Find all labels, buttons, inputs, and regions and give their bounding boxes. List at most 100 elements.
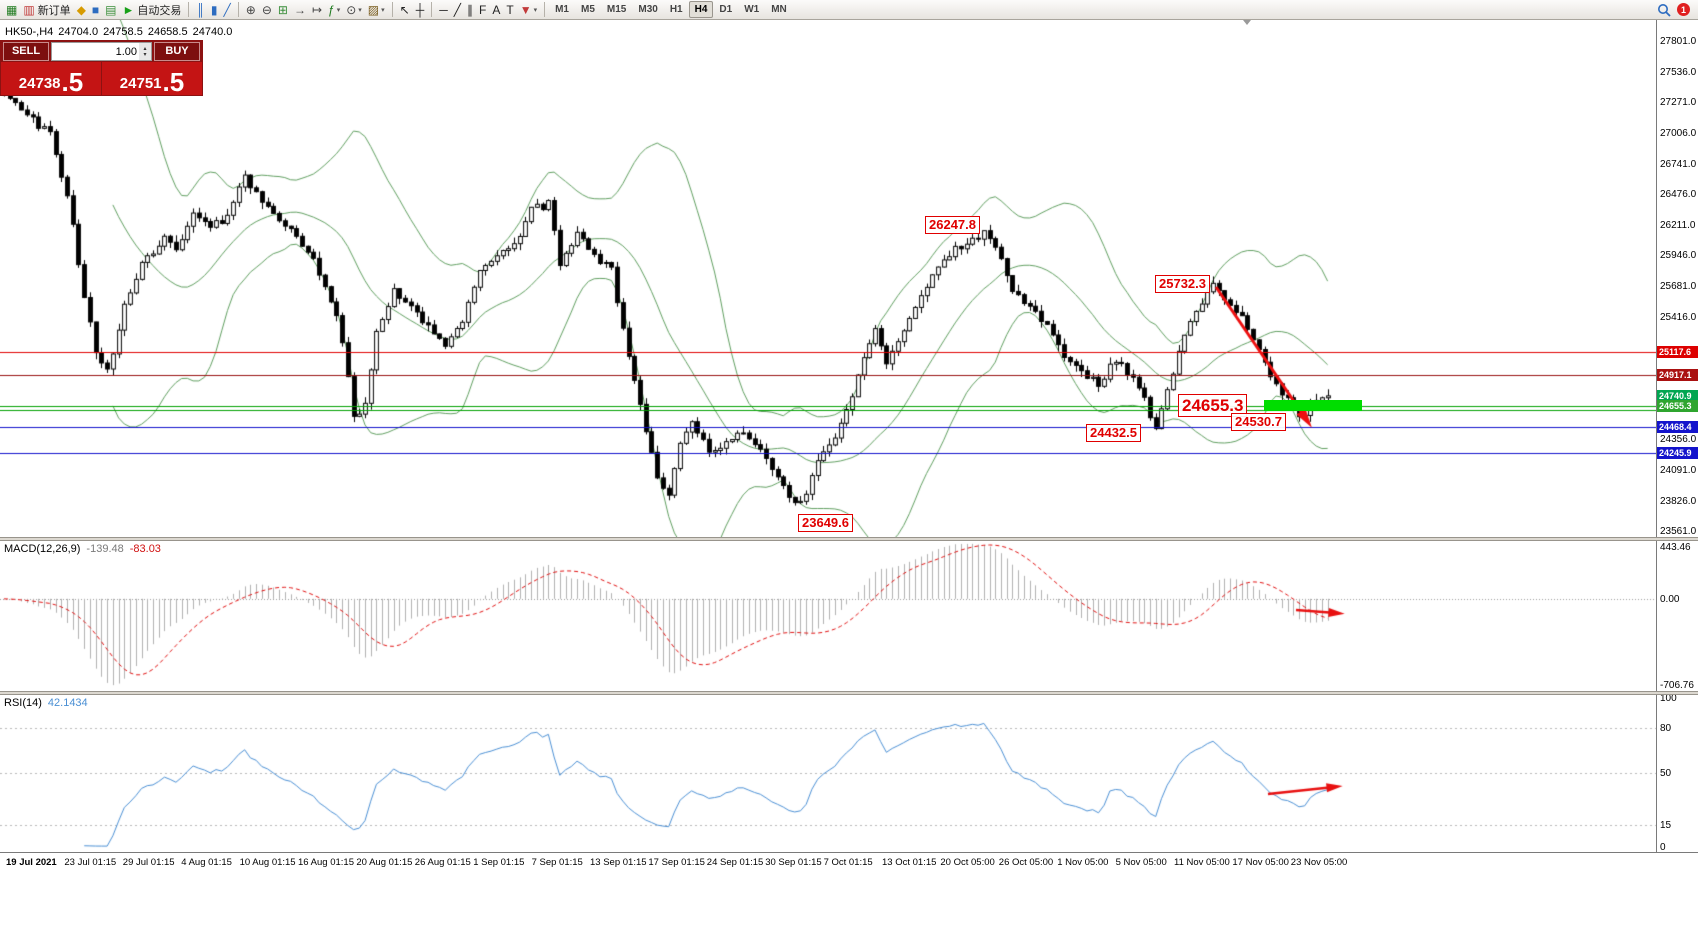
time-axis-label: 16 Aug 01:15 bbox=[298, 857, 354, 868]
caret-down-icon: ▾ bbox=[336, 6, 341, 14]
rsi-label: RSI(14) 42.1434 bbox=[4, 697, 88, 709]
navigator-icon[interactable]: ■ bbox=[91, 2, 100, 17]
time-axis-label: 7 Oct 01:15 bbox=[823, 857, 873, 868]
panel-splitter[interactable] bbox=[0, 537, 1698, 541]
panel-splitter[interactable] bbox=[0, 691, 1698, 695]
lot-size-input[interactable] bbox=[52, 43, 151, 60]
periods-icon[interactable]: ⊙ ▾ bbox=[346, 2, 362, 17]
macd-value-signal: -83.03 bbox=[129, 543, 161, 555]
time-axis-label: 29 Jul 01:15 bbox=[122, 857, 175, 868]
channel-icon[interactable]: ∥ bbox=[466, 2, 473, 17]
time-axis[interactable]: 19 Jul 2021 23 Jul 01:15 29 Jul 01:15 4 Aug… bbox=[0, 852, 1698, 873]
autotrading-button[interactable]: ► 自动交易 bbox=[120, 1, 185, 19]
price-axis-label: 26476.0 bbox=[1660, 189, 1697, 201]
time-axis-label: 4 Aug 01:15 bbox=[181, 857, 232, 868]
timeframe-d1[interactable]: D1 bbox=[719, 4, 733, 15]
autotrading-button-label: 自动交易 bbox=[137, 4, 182, 17]
text-icon[interactable]: A bbox=[492, 2, 501, 17]
buy-button[interactable]: BUY bbox=[154, 42, 200, 61]
new-order-button[interactable]: ▥ 新订单 bbox=[20, 1, 73, 19]
timeframe-m5[interactable]: M5 bbox=[581, 4, 595, 15]
ohlc-open: 24704.0 bbox=[58, 26, 99, 38]
time-axis-label: 17 Nov 05:00 bbox=[1232, 857, 1289, 868]
zoom-in-icon[interactable]: ⊕ bbox=[245, 2, 256, 17]
templates-icon[interactable]: ▨ ▾ bbox=[367, 2, 385, 17]
chart-ohlc-info: HK50-,H4 24704.0 24758.5 24658.5 24740.0 bbox=[5, 26, 237, 38]
toolbar-separator bbox=[544, 2, 546, 17]
time-axis-label: 30 Sep 01:15 bbox=[765, 857, 822, 868]
rsi-axis-label: 0 bbox=[1660, 842, 1666, 853]
chart-shift-marker[interactable] bbox=[1243, 20, 1251, 25]
price-callout: 23649.6 bbox=[798, 514, 853, 533]
lot-size-field: ▴ ▾ bbox=[51, 42, 152, 61]
rsi-axis-label: 100 bbox=[1660, 693, 1677, 704]
buy-price-display[interactable]: 24751 .5 bbox=[102, 62, 202, 95]
time-axis-label: 11 Nov 05:00 bbox=[1174, 857, 1230, 868]
timeframe-m30[interactable]: M30 bbox=[638, 4, 658, 15]
timeframe-w1[interactable]: W1 bbox=[744, 4, 760, 15]
fibonacci-icon[interactable]: F bbox=[478, 2, 487, 17]
macd-axis[interactable]: 443.46 0.00 -706.76 bbox=[1656, 541, 1698, 691]
sell-price-display[interactable]: 24738 .5 bbox=[1, 62, 101, 95]
one-click-trading-widget: SELL ▴ ▾ BUY 24738 .5 24751 .5 bbox=[0, 40, 203, 96]
indicators-icon[interactable]: ƒ ▾ bbox=[328, 2, 341, 17]
rsi-canvas[interactable] bbox=[0, 695, 1656, 852]
market-watch-icon[interactable]: ◆ bbox=[76, 2, 86, 17]
arrows-icon[interactable]: ▼ ▾ bbox=[519, 2, 538, 17]
main-chart-panel: HK50-,H4 24704.0 24758.5 24658.5 24740.0 SEL… bbox=[0, 20, 1698, 537]
chart-symbol: HK50-,H4 bbox=[5, 26, 54, 38]
rsi-panel: RSI(14) 42.1434 100 80 50 15 0 bbox=[0, 693, 1698, 853]
search-icon[interactable] bbox=[1657, 3, 1671, 17]
candlestick-chart-icon[interactable]: ▮ bbox=[210, 2, 218, 17]
price-axis-label: 23826.0 bbox=[1660, 495, 1697, 507]
macd-canvas[interactable] bbox=[0, 541, 1656, 691]
cursor-icon[interactable]: ↖ bbox=[399, 2, 410, 17]
time-axis-label: 19 Jul 2021 bbox=[6, 857, 57, 868]
auto-scroll-icon[interactable]: → bbox=[293, 2, 306, 17]
price-callout: 26247.8 bbox=[925, 216, 980, 235]
time-axis-label: 13 Sep 01:15 bbox=[590, 857, 647, 868]
price-tag: 24245.9 bbox=[1657, 446, 1698, 459]
zoom-out-icon[interactable]: ⊖ bbox=[261, 2, 272, 17]
timeframe-mn[interactable]: MN bbox=[771, 4, 787, 15]
timeframe-m1[interactable]: M1 bbox=[555, 4, 569, 15]
lot-decrease-icon[interactable]: ▾ bbox=[143, 51, 147, 58]
toolbar-right: 1 bbox=[1657, 3, 1695, 17]
price-tag: 24655.3 bbox=[1657, 399, 1698, 412]
rsi-axis[interactable]: 100 80 50 15 0 bbox=[1656, 693, 1698, 853]
timeframe-h1[interactable]: H1 bbox=[669, 4, 683, 15]
caret-down-icon: ▾ bbox=[358, 6, 362, 14]
label-icon[interactable]: T bbox=[506, 2, 514, 17]
new-chart-icon[interactable]: ▦ bbox=[6, 2, 18, 17]
tile-windows-icon[interactable]: ⊞ bbox=[277, 2, 288, 17]
timeframe-m15[interactable]: M15 bbox=[606, 4, 627, 15]
lot-spinner: ▴ ▾ bbox=[139, 43, 151, 60]
price-axis[interactable]: 27801.0 27536.0 27271.0 27006.0 26741.0 26476… bbox=[1656, 20, 1698, 537]
price-axis-label: 27006.0 bbox=[1660, 127, 1697, 139]
timeframe-bar: M1 M5 M15 M30 H1 H4 D1 W1 MN bbox=[549, 1, 793, 18]
sell-button[interactable]: SELL bbox=[3, 42, 49, 61]
price-callout: 24530.7 bbox=[1231, 413, 1286, 432]
time-axis-label: 20 Oct 05:00 bbox=[940, 857, 995, 868]
price-tag: 25117.6 bbox=[1657, 346, 1698, 359]
price-axis-label: 26211.0 bbox=[1660, 219, 1696, 231]
terminal-icon[interactable]: ▤ bbox=[105, 2, 117, 17]
main-chart-canvas[interactable] bbox=[0, 20, 1656, 537]
toolbar-separator bbox=[431, 2, 433, 17]
chart-shift-icon[interactable]: ↦ bbox=[311, 2, 323, 17]
autotrading-icon: ► bbox=[122, 2, 135, 17]
line-chart-icon[interactable]: ╱ bbox=[223, 2, 231, 17]
trendline-icon[interactable]: ╱ bbox=[453, 2, 461, 17]
ohlc-low: 24658.5 bbox=[147, 26, 188, 38]
hline-icon[interactable]: ─ bbox=[439, 2, 448, 17]
time-axis-label: 24 Sep 01:15 bbox=[706, 857, 764, 868]
price-axis-label: 25681.0 bbox=[1660, 281, 1697, 293]
notification-badge[interactable]: 1 bbox=[1677, 3, 1690, 16]
bar-chart-icon[interactable]: ║ bbox=[196, 2, 205, 17]
timeframe-h4[interactable]: H4 bbox=[688, 1, 714, 18]
crosshair-icon[interactable]: ┼ bbox=[415, 2, 425, 17]
price-callout: 25732.3 bbox=[1155, 275, 1210, 294]
lot-increase-icon[interactable]: ▴ bbox=[143, 45, 147, 52]
new-order-button-label: 新订单 bbox=[37, 4, 71, 17]
caret-down-icon: ▾ bbox=[533, 6, 538, 14]
